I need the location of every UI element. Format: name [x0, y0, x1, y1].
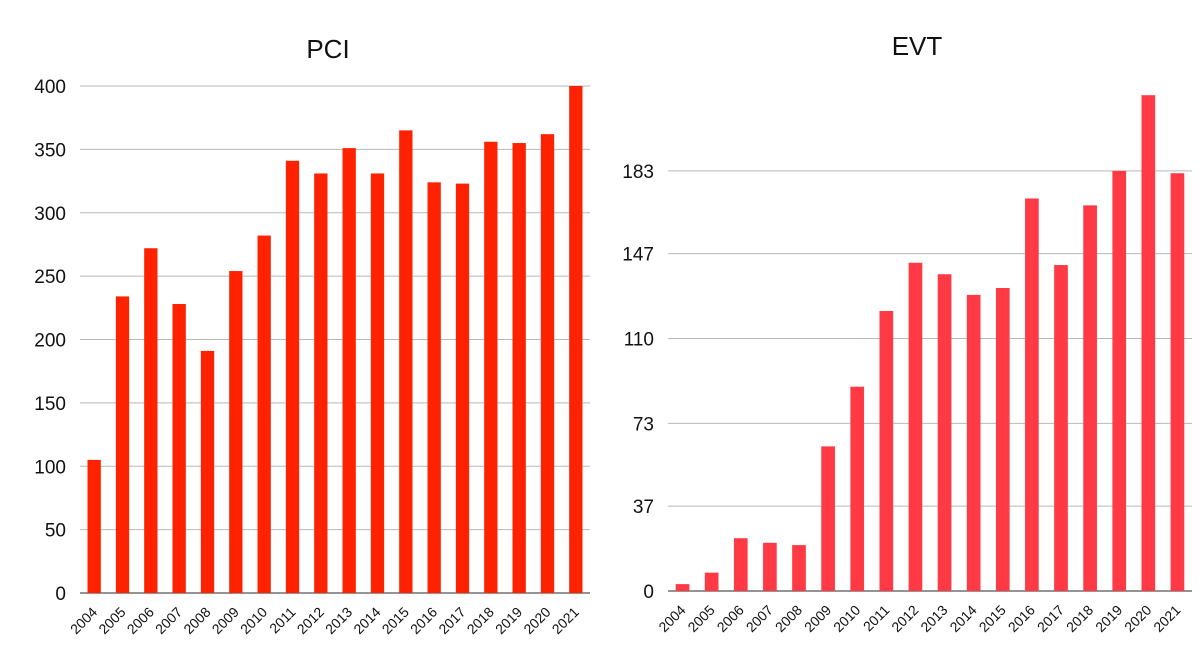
- evt-chart: EVT 037731101471832004200520062007200820…: [622, 31, 1192, 635]
- x-tick-label: 2016: [407, 604, 440, 637]
- x-tick-label: 2021: [1150, 602, 1183, 635]
- x-tick-label: 2005: [95, 604, 128, 637]
- bar: [1054, 265, 1068, 591]
- bar: [285, 160, 300, 593]
- x-tick-label: 2012: [294, 604, 327, 637]
- y-tick-label: 200: [34, 331, 66, 352]
- bar: [370, 173, 385, 593]
- x-tick-label: 2014: [350, 604, 383, 637]
- y-tick-label: 73: [633, 414, 654, 435]
- bar: [87, 459, 101, 593]
- y-tick-label: 400: [34, 77, 66, 98]
- x-tick-label: 2017: [435, 604, 468, 637]
- x-tick-label: 2018: [1063, 602, 1096, 635]
- chart-title: EVT: [892, 31, 943, 61]
- x-tick-label: 2019: [1092, 602, 1125, 635]
- x-tick-label: 2020: [1121, 602, 1154, 635]
- x-tick-label: 2013: [917, 602, 950, 635]
- x-tick-label: 2021: [549, 604, 582, 637]
- bar: [512, 143, 526, 593]
- bar: [540, 134, 555, 594]
- y-tick-label: 100: [34, 457, 66, 478]
- bar: [908, 262, 923, 591]
- bar: [1170, 173, 1185, 591]
- x-tick-label: 2010: [237, 604, 270, 637]
- bar: [342, 148, 356, 594]
- x-tick-label: 2015: [379, 604, 412, 637]
- y-tick-label: 50: [45, 521, 66, 542]
- bar: [850, 386, 865, 591]
- bar: [427, 182, 441, 593]
- x-tick-label: 2006: [714, 602, 747, 635]
- x-tick-label: 2016: [1005, 602, 1038, 635]
- bar: [172, 304, 186, 593]
- y-tick-label: 300: [34, 204, 66, 225]
- x-tick-label: 2017: [1034, 602, 1067, 635]
- bar: [229, 271, 243, 593]
- x-tick-label: 2004: [655, 602, 688, 635]
- x-tick-label: 2006: [124, 604, 157, 637]
- x-tick-label: 2013: [322, 604, 355, 637]
- x-tick-label: 2011: [860, 602, 893, 635]
- y-tick-label: 183: [622, 162, 654, 183]
- x-tick-label: 2007: [743, 602, 776, 635]
- x-tick-label: 2007: [152, 604, 185, 637]
- x-tick-label: 2009: [801, 602, 834, 635]
- bar: [200, 350, 215, 593]
- y-tick-label: 147: [622, 245, 654, 266]
- x-tick-label: 2019: [492, 604, 525, 637]
- x-tick-label: 2009: [209, 604, 242, 637]
- y-tick-label: 250: [34, 267, 66, 288]
- y-tick-label: 37: [633, 497, 654, 518]
- bar: [399, 130, 413, 594]
- bar: [115, 296, 130, 593]
- x-tick-label: 2010: [830, 602, 863, 635]
- bar: [763, 542, 777, 591]
- x-tick-label: 2012: [888, 602, 921, 635]
- bar: [704, 572, 719, 591]
- bar: [937, 274, 952, 591]
- x-tick-label: 2008: [180, 604, 213, 637]
- chart-title: PCI: [306, 34, 349, 64]
- y-tick-label: 350: [34, 140, 66, 161]
- bar: [792, 545, 806, 591]
- y-tick-label: 0: [643, 582, 654, 603]
- bar: [314, 173, 328, 593]
- x-tick-label: 2014: [946, 602, 979, 635]
- bar: [995, 288, 1010, 591]
- bar: [966, 294, 981, 591]
- x-tick-label: 2004: [67, 604, 100, 637]
- y-tick-label: 110: [624, 330, 654, 351]
- x-tick-label: 2020: [520, 604, 553, 637]
- bar: [1112, 170, 1127, 591]
- bar: [1141, 95, 1156, 591]
- bar: [675, 584, 690, 591]
- bar: [257, 235, 271, 593]
- x-tick-label: 2005: [684, 602, 717, 635]
- bar: [144, 248, 158, 594]
- x-tick-label: 2011: [266, 604, 299, 637]
- bar: [733, 538, 748, 591]
- pci-chart: PCI 0 50 100 150 200 250 300 350 400 200420052006…: [34, 34, 590, 637]
- bar: [569, 86, 583, 593]
- bar: [1083, 205, 1097, 591]
- y-tick-label: 0: [55, 584, 66, 605]
- bar: [484, 141, 498, 593]
- x-tick-label: 2018: [464, 604, 497, 637]
- bar: [455, 183, 470, 593]
- bar: [879, 310, 894, 591]
- bar: [821, 446, 835, 591]
- x-tick-label: 2015: [976, 602, 1009, 635]
- y-tick-label: 150: [34, 394, 66, 415]
- bar: [1025, 198, 1039, 591]
- x-tick-label: 2008: [772, 602, 805, 635]
